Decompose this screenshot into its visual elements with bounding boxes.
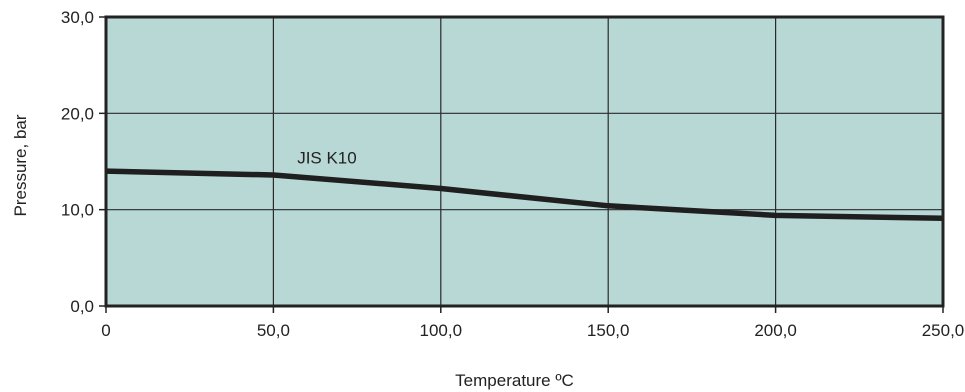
tick-labels: 0 50,0 100,0 150,0 200,0 250,0 0,0 10,0 20,0 30,0 <box>61 8 964 340</box>
series-layer <box>105 168 944 222</box>
x-tick-label: 200,0 <box>754 321 797 340</box>
x-axis-label: Temperature ºC <box>455 371 574 390</box>
series-label: JIS K10 <box>297 148 357 167</box>
grid <box>106 17 943 306</box>
x-tick-label: 100,0 <box>420 321 463 340</box>
series-line <box>105 168 944 222</box>
y-axis-label: Pressure, bar <box>11 114 30 216</box>
y-tick-label: 20,0 <box>61 104 94 123</box>
x-tick-label: 0 <box>101 321 110 340</box>
y-tick-label: 30,0 <box>61 8 94 27</box>
ticks <box>99 16 944 313</box>
y-tick-label: 10,0 <box>61 201 94 220</box>
y-tick-label: 0,0 <box>70 297 94 316</box>
plot-area <box>106 17 943 306</box>
plot-frame <box>104 15 945 308</box>
x-tick-label: 250,0 <box>922 321 965 340</box>
x-tick-label: 50,0 <box>257 321 290 340</box>
x-tick-label: 150,0 <box>587 321 630 340</box>
